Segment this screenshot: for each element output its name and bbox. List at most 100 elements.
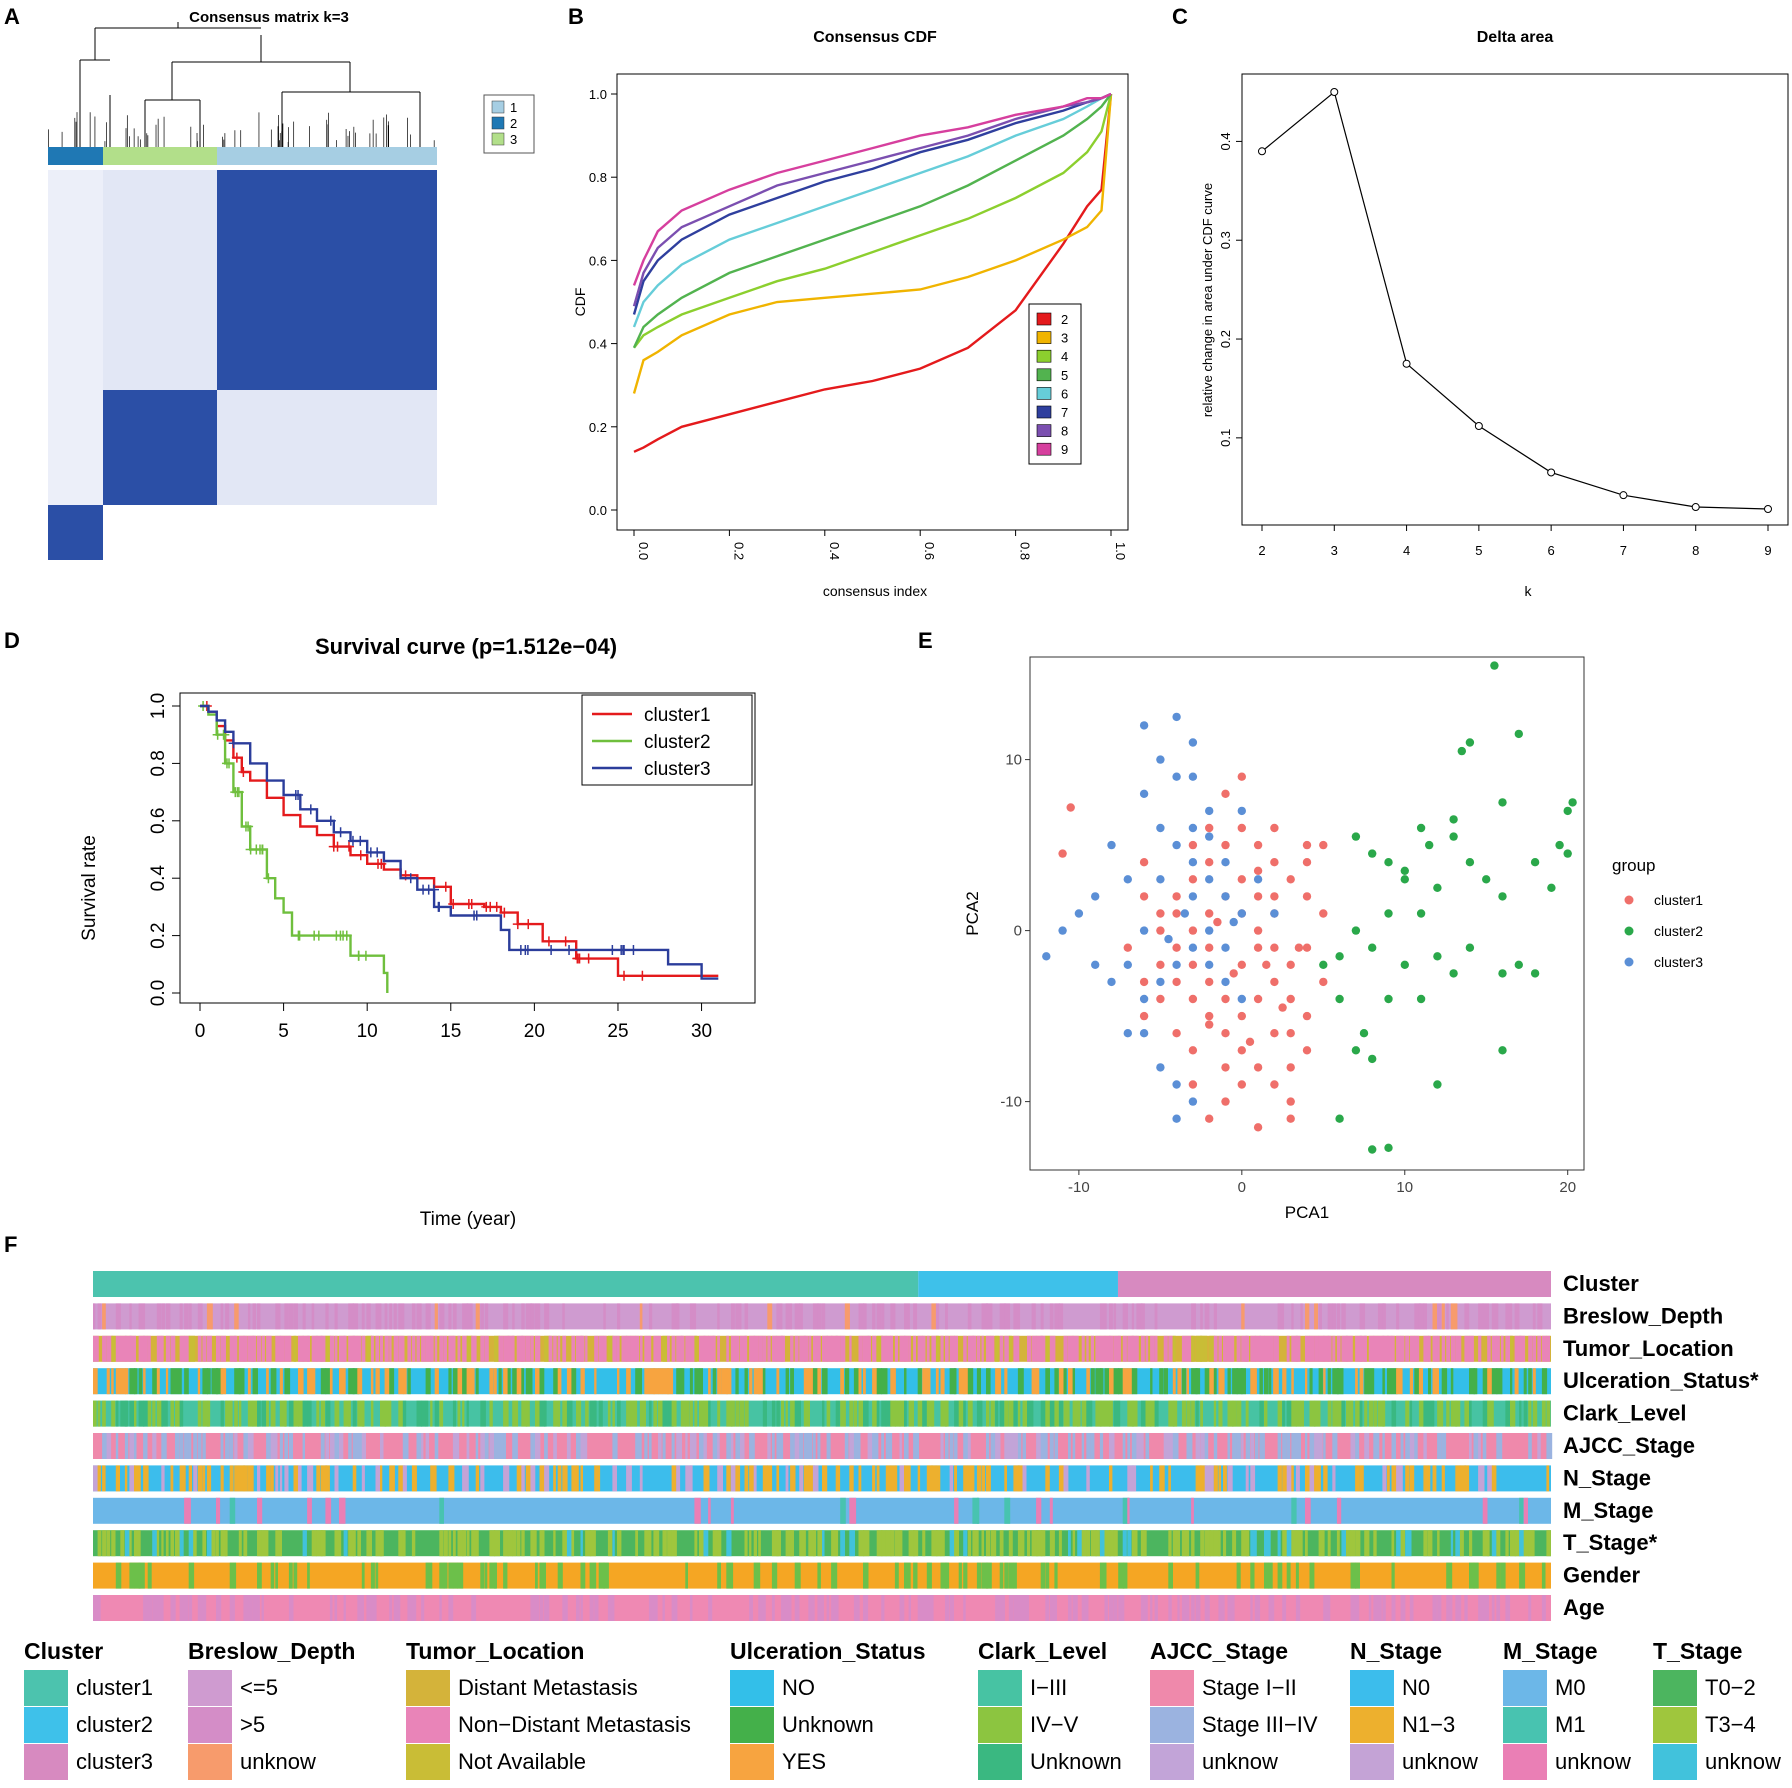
sample-cell (129, 1433, 136, 1459)
sample-cell (175, 1368, 182, 1395)
sample-cell (197, 1335, 202, 1362)
sample-cell (530, 1303, 535, 1330)
sample-cell (876, 1303, 882, 1330)
sample-cell (220, 1530, 227, 1557)
pca-point-cluster2 (1335, 994, 1344, 1004)
sample-cell (147, 1595, 152, 1621)
sample-cell (1428, 1465, 1431, 1492)
legend-swatch (730, 1670, 774, 1706)
sample-cell (129, 1465, 135, 1492)
sample-cell (329, 1335, 334, 1362)
sample-cell (1473, 1562, 1479, 1589)
sample-cell (539, 1368, 545, 1395)
sample-cell (1195, 1433, 1200, 1459)
sample-cell (111, 1368, 114, 1395)
censor-mark-cluster3 (335, 827, 346, 838)
sample-cell (398, 1368, 405, 1395)
sample-cell (1036, 1433, 1043, 1459)
sample-cell (202, 1595, 207, 1621)
sample-cell (1264, 1562, 1270, 1589)
sample-cell (366, 1530, 372, 1557)
sample-cell (803, 1465, 811, 1492)
sample-cell (334, 1530, 342, 1557)
annotation-row-label: Gender (1563, 1563, 1640, 1588)
sample-cell (503, 1368, 509, 1395)
sample-cell (671, 1465, 677, 1492)
sample-cell (1017, 1530, 1025, 1557)
pca-point-cluster3 (1156, 1063, 1165, 1072)
sample-cell (311, 1303, 315, 1330)
sample-cell (963, 1595, 966, 1621)
censor-mark-cluster3 (365, 847, 376, 858)
sample-cell (667, 1368, 674, 1395)
sample-cell (999, 1335, 1004, 1362)
sample-cell (630, 1335, 636, 1362)
sample-cell (1200, 1465, 1207, 1492)
sample-cell (152, 1433, 157, 1459)
sample-cell (97, 1465, 101, 1492)
sample-cell (389, 1335, 392, 1362)
sample-cell (475, 1465, 480, 1492)
legend-group-title: T_Stage (1653, 1638, 1743, 1664)
pca-point-cluster2 (1555, 840, 1564, 850)
sample-cell (261, 1530, 269, 1557)
sample-cell (257, 1303, 261, 1330)
legend-swatch (1653, 1744, 1697, 1780)
sample-cell (571, 1368, 577, 1395)
sample-cell (279, 1368, 283, 1395)
censor-mark-cluster3 (628, 944, 639, 955)
pca-point-cluster2 (1335, 1114, 1344, 1123)
sample-cell (357, 1335, 362, 1362)
sample-cell (535, 1335, 541, 1362)
sample-cell (402, 1400, 407, 1427)
pca-point-cluster2 (1498, 892, 1507, 901)
sample-cell (1095, 1368, 1102, 1395)
sample-cell (1195, 1335, 1203, 1362)
sample-cell (662, 1595, 665, 1621)
sample-cell (1250, 1595, 1253, 1621)
pca-point-cluster1 (1229, 969, 1238, 978)
sample-cell (484, 1335, 489, 1362)
sample-cell (466, 1400, 469, 1427)
sample-cell (594, 1400, 597, 1427)
sample-cell (576, 1433, 581, 1459)
sample-cell (439, 1562, 445, 1589)
sample-cell (1236, 1368, 1243, 1395)
sample-cell (999, 1303, 1006, 1330)
sample-cell (503, 1562, 508, 1589)
sample-cell (667, 1335, 670, 1362)
sample-cell (1414, 1335, 1420, 1362)
survival-xtick-label: 20 (524, 1021, 545, 1042)
sample-cell (626, 1465, 632, 1492)
sample-cell (635, 1530, 638, 1557)
sample-cell (822, 1530, 825, 1557)
sample-cell (553, 1530, 556, 1557)
sample-cell (1496, 1530, 1501, 1557)
legend-swatch (730, 1744, 774, 1780)
sample-cell (216, 1530, 219, 1557)
sample-cell (284, 1400, 287, 1427)
survival-ytick-label: 0.4 (148, 865, 169, 892)
sample-cell (1017, 1595, 1025, 1621)
sample-cell (1022, 1595, 1029, 1621)
sample-cell (1145, 1335, 1149, 1362)
sample-cell (1505, 1595, 1511, 1621)
sample-cell (1405, 1433, 1412, 1459)
sample-cell (1008, 1400, 1014, 1427)
censor-mark-cluster3 (607, 944, 618, 955)
sample-cell (284, 1335, 290, 1362)
sample-cell (662, 1530, 667, 1557)
sample-cell (434, 1400, 439, 1427)
sample-cell (115, 1465, 120, 1492)
sample-cell (1186, 1595, 1190, 1621)
pca-point-cluster3 (1205, 926, 1214, 935)
sample-cell (753, 1335, 759, 1362)
sample-cell (393, 1303, 397, 1330)
sample-cell (1327, 1368, 1331, 1395)
sample-cell (699, 1433, 706, 1459)
sample-cell (1332, 1465, 1336, 1492)
sample-cell (753, 1465, 757, 1492)
sample-cell (557, 1400, 561, 1427)
pca-legend-dot-cluster2 (1624, 926, 1634, 936)
sample-cell (1049, 1303, 1054, 1330)
